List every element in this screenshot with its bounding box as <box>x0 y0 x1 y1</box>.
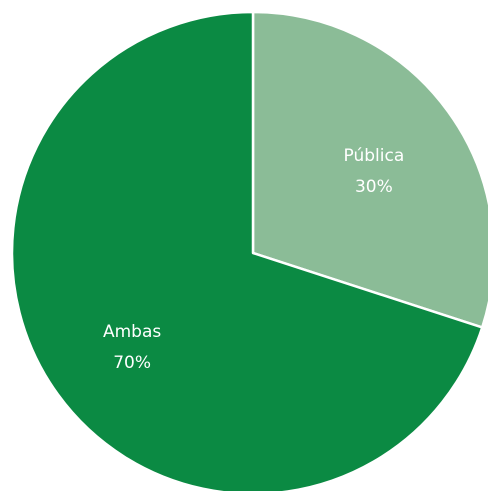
slice-label-ambas: Ambas <box>103 322 161 342</box>
pie-slice-ambas <box>10 10 484 491</box>
pie-slice-pública <box>251 10 488 329</box>
slice-label-pública: Pública <box>344 146 405 166</box>
slice-value-pública: 30% <box>355 177 393 197</box>
slice-value-ambas: 70% <box>113 353 151 373</box>
